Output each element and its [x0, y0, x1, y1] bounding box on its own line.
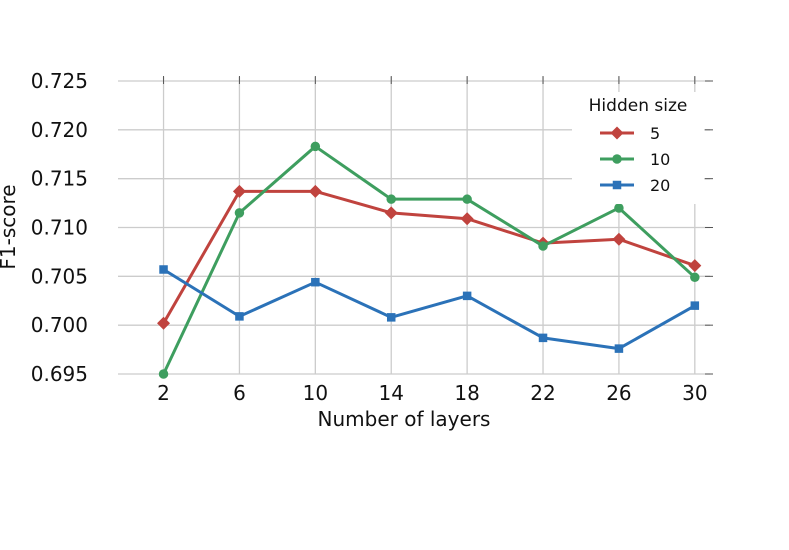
- series-line: [162, 189, 696, 324]
- data-point: [462, 194, 472, 204]
- data-point: [235, 312, 244, 321]
- x-tick-label: 14: [379, 381, 404, 405]
- legend-background: [572, 92, 704, 204]
- data-point: [232, 184, 246, 198]
- legend: Hidden size 5 10 20: [572, 92, 704, 204]
- series-layer: [157, 141, 702, 379]
- legend-label: 10: [650, 150, 670, 169]
- data-point: [308, 184, 322, 198]
- data-point: [612, 232, 626, 246]
- legend-label: 20: [650, 176, 670, 195]
- series-line: [162, 144, 696, 375]
- y-tick-label: 0.715: [31, 167, 88, 191]
- data-point: [384, 206, 398, 220]
- data-point: [157, 316, 171, 330]
- legend-marker: [610, 126, 624, 140]
- data-point: [310, 141, 321, 152]
- legend-marker: [612, 180, 622, 190]
- x-tick-label: 22: [530, 381, 555, 405]
- axis-edge-ticks: [163, 76, 713, 375]
- x-axis-ticks: 2 6 10 14 18 22 26 30: [157, 381, 707, 405]
- y-tick-label: 0.700: [31, 313, 88, 337]
- x-tick-label: 30: [682, 381, 707, 405]
- legend-marker: [612, 154, 622, 164]
- legend-item: 5: [600, 124, 660, 143]
- data-point: [690, 272, 700, 283]
- data-point: [311, 277, 320, 287]
- x-tick-label: 6: [233, 381, 246, 405]
- data-point: [538, 241, 548, 251]
- data-point: [462, 291, 472, 301]
- series-10: [158, 141, 700, 379]
- data-point: [386, 313, 396, 322]
- data-point: [614, 344, 624, 353]
- legend-item: 10: [600, 150, 670, 169]
- legend-label: 5: [650, 124, 660, 143]
- data-point: [234, 208, 245, 218]
- x-tick-label: 2: [157, 381, 170, 405]
- data-point: [158, 369, 169, 379]
- data-point: [386, 194, 396, 204]
- y-tick-label: 0.720: [31, 118, 88, 142]
- y-tick-label: 0.710: [31, 216, 88, 240]
- data-point: [614, 203, 624, 213]
- data-point: [159, 265, 168, 274]
- y-axis-ticks: 0.695 0.700 0.705 0.710 0.715 0.720 0.725: [31, 69, 88, 386]
- legend-title: Hidden size: [589, 96, 688, 116]
- y-tick-label: 0.705: [31, 264, 88, 288]
- data-point: [538, 333, 548, 343]
- y-tick-label: 0.725: [31, 69, 88, 93]
- y-tick-label: 0.695: [31, 362, 88, 386]
- x-tick-label: 18: [454, 381, 479, 405]
- data-point: [688, 259, 702, 273]
- x-axis-label: Number of layers: [318, 407, 491, 431]
- data-point: [690, 301, 700, 310]
- x-tick-label: 10: [303, 381, 328, 405]
- data-point: [460, 212, 474, 226]
- series-20: [159, 265, 700, 353]
- grid-lines: [118, 77, 710, 375]
- y-axis-label: F1-score: [0, 184, 20, 269]
- legend-item: 20: [600, 176, 670, 195]
- x-tick-label: 26: [606, 381, 631, 405]
- series-line: [162, 268, 696, 351]
